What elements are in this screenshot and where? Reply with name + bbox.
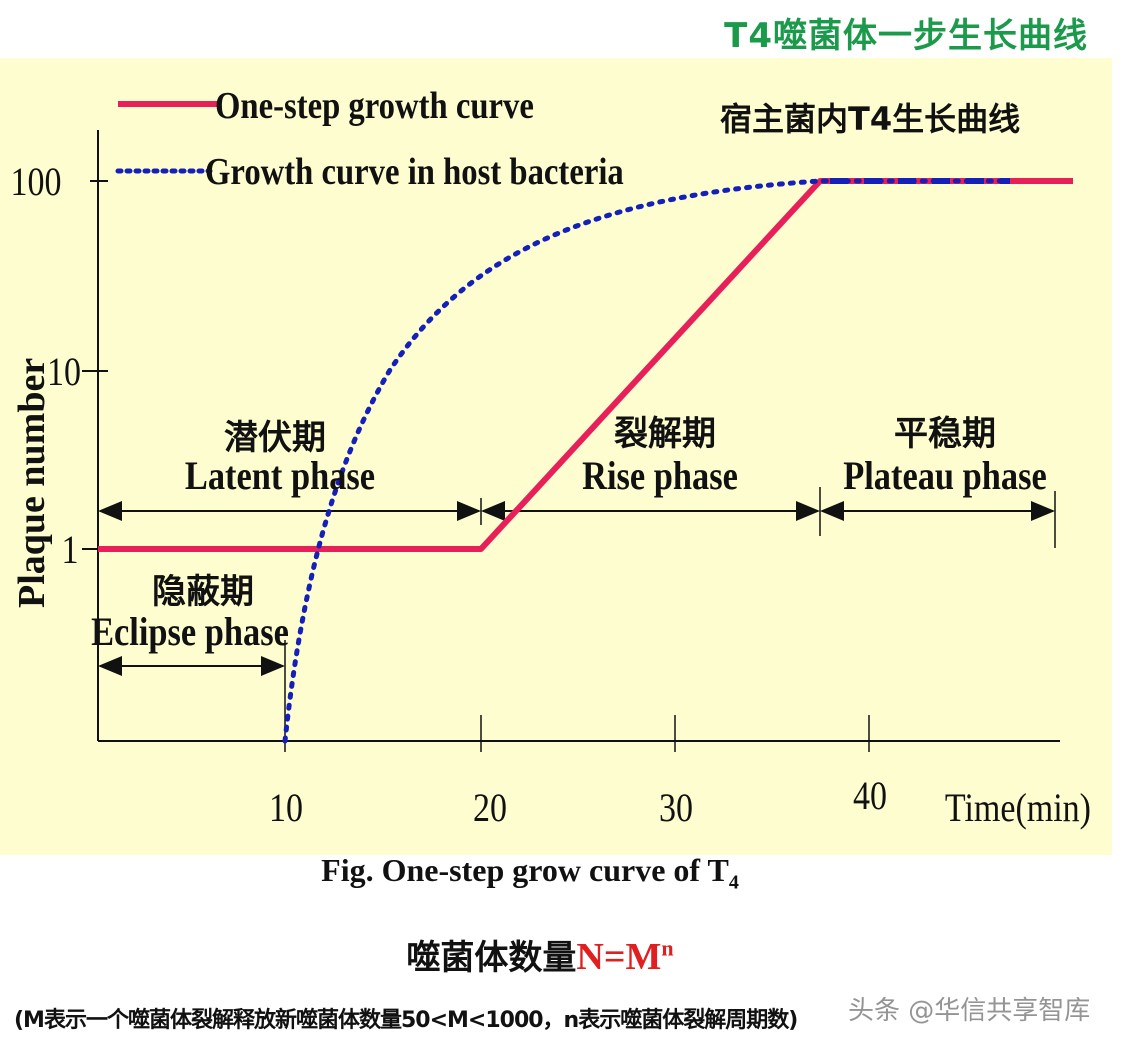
x-tick-40: 40 <box>853 773 887 818</box>
y-tick-10: 10 <box>47 349 81 394</box>
series-host <box>282 178 1013 744</box>
phase-eclipse-cn: 隐蔽期 <box>152 572 254 612</box>
formula-expr: N=Mn <box>576 935 674 978</box>
y-axis-label: Plaque number <box>11 357 53 608</box>
x-tick-20: 20 <box>473 785 507 830</box>
phase-rise-cn: 裂解期 <box>614 414 716 454</box>
formula-prefix: 噬菌体数量 <box>406 938 577 978</box>
x-tick-30: 30 <box>659 785 693 830</box>
phase-latent-cn: 潜伏期 <box>224 418 326 458</box>
y-tick-100: 100 <box>10 159 62 204</box>
figure-caption: Fig. One-step grow curve of T4 <box>321 852 739 894</box>
formula: 噬菌体数量N=Mn <box>0 930 1080 979</box>
legend-label-one-step: One-step growth curve <box>215 85 534 127</box>
watermark: 头条 @华信共享智库 <box>848 996 1091 1026</box>
phase-eclipse-en: Eclipse phase <box>91 609 289 654</box>
x-axis-label: Time(min) <box>944 785 1091 830</box>
phase-plateau-cn: 平稳期 <box>894 414 996 454</box>
x-tick-10: 10 <box>269 785 303 830</box>
legend-label-host: Growth curve in host bacteria <box>205 151 624 193</box>
chart-panel <box>0 58 1112 855</box>
phase-plateau-en: Plateau phase <box>843 453 1047 498</box>
chart-title-cn: T4噬菌体一步生长曲线 <box>724 16 1088 56</box>
y-tick-1: 1 <box>61 527 79 572</box>
phase-latent-en: Latent phase <box>184 453 376 498</box>
phase-rise-en: Rise phase <box>582 453 738 498</box>
legend-side-label-cn: 宿主菌内T4生长曲线 <box>720 100 1021 138</box>
formula-note: (M表示一个噬菌体裂解释放新噬菌体数量50<M<1000，n表示噬菌体裂解周期数… <box>14 1008 798 1033</box>
